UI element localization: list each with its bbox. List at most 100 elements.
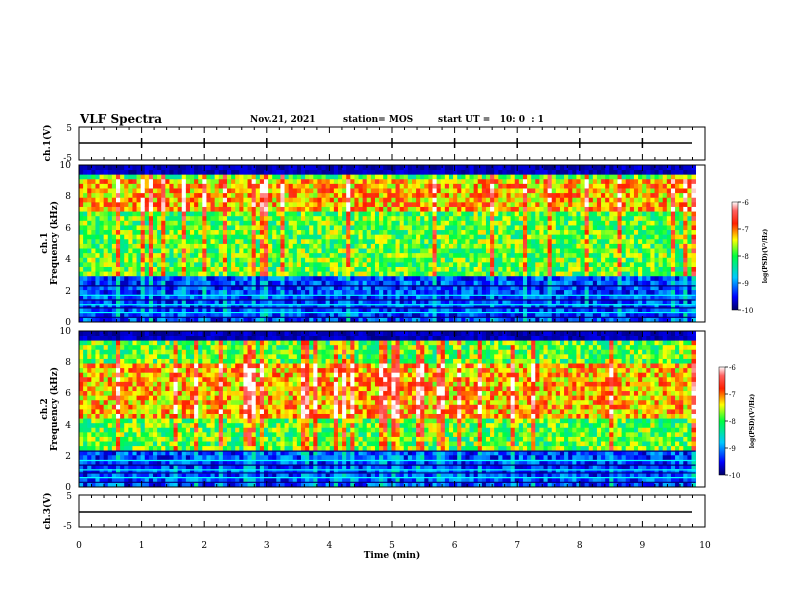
ch1-spectrogram-cell xyxy=(588,174,594,180)
ch1-spectrogram-cell xyxy=(374,192,380,198)
ch1-spectrogram-cell xyxy=(403,275,409,281)
ch1-spectrogram-cell xyxy=(177,215,183,221)
ch1-spectrogram-cell xyxy=(222,165,228,171)
ch1-spectrogram-cell xyxy=(658,280,664,286)
ch1-spectrogram-cell xyxy=(202,312,207,318)
ch1-spectrogram-cell xyxy=(564,257,569,263)
ch1-spectrogram-cell xyxy=(116,215,121,221)
ch1-spectrogram-cell xyxy=(559,271,565,277)
ch1-spectrogram-cell xyxy=(206,252,211,258)
ch1-spectrogram-cell xyxy=(161,248,166,254)
ch1-spectrogram-cell xyxy=(605,206,610,212)
ch1-spectrogram-cell xyxy=(596,238,602,244)
ch1-spectrogram-cell xyxy=(559,206,565,212)
ch1-spectrogram-cell xyxy=(325,211,331,217)
ch1-spectrogram-cell xyxy=(638,197,643,203)
ch1-spectrogram-cell xyxy=(374,165,380,171)
ch1-spectrogram-cell xyxy=(222,183,228,189)
ch1-spectrogram-cell xyxy=(161,234,166,240)
ch1-spectrogram-cell xyxy=(263,317,269,323)
ch1-spectrogram-cell xyxy=(564,248,569,254)
ch1-spectrogram-cell xyxy=(136,317,142,323)
ch1-spectrogram-cell xyxy=(596,312,602,318)
ch1-spectrogram-cell xyxy=(605,266,610,272)
ch1-spectrogram-cell xyxy=(510,257,516,263)
ch1-spectrogram-cell xyxy=(317,298,322,304)
ch1-spectrogram-cell xyxy=(157,257,162,263)
ch1-spectrogram-cell xyxy=(79,285,84,291)
ch1-spectrogram-cell xyxy=(633,234,639,240)
ch1-spectrogram-cell xyxy=(124,169,129,175)
ch1-spectrogram-cell xyxy=(87,215,92,221)
ch1-spectrogram-cell xyxy=(584,211,590,217)
ch1-spectrogram-cell xyxy=(485,234,491,240)
ch1-spectrogram-cell xyxy=(342,169,347,175)
ch1-spectrogram-cell xyxy=(346,271,351,277)
ch1-spectrogram-cell xyxy=(469,275,475,281)
ch1-spectrogram-cell xyxy=(305,248,310,254)
ch1-spectrogram-cell xyxy=(313,248,318,254)
ch1-spectrogram-cell xyxy=(169,298,174,304)
ch1-spectrogram-cell xyxy=(522,257,528,263)
ch1-spectrogram-cell xyxy=(502,248,507,254)
ch1-spectrogram-cell xyxy=(609,211,614,217)
ch1-spectrogram-cell xyxy=(416,234,421,240)
ch1-spectrogram-cell xyxy=(440,266,446,272)
ch1-spectrogram-cell xyxy=(420,206,425,212)
ch1-spectrogram-cell xyxy=(564,280,569,286)
ch1-spectrogram-cell xyxy=(243,252,248,258)
ch1-spectrogram-cell xyxy=(255,206,261,212)
ch1-spectrogram-cell xyxy=(547,308,553,314)
ch1-spectrogram-cell xyxy=(428,215,433,221)
ch1-spectrogram-cell xyxy=(494,271,499,277)
ch1-spectrogram-cell xyxy=(588,298,594,304)
ch1-spectrogram-cell xyxy=(107,238,113,244)
ch1-spectrogram-cell xyxy=(407,169,413,175)
ch1-spectrogram-cell xyxy=(165,234,170,240)
ch1-spectrogram-cell xyxy=(436,183,442,189)
ch1-spectrogram-cell xyxy=(506,289,512,295)
ch1-spectrogram-cell xyxy=(247,294,253,300)
ch1-spectrogram-cell xyxy=(120,215,125,221)
ch1-spectrogram-cell xyxy=(169,289,174,295)
ch1-spectrogram-cell xyxy=(428,243,433,249)
ch1-spectrogram-cell xyxy=(399,289,405,295)
ch1-spectrogram-cell xyxy=(609,312,614,318)
ch1-spectrogram-cell xyxy=(321,252,327,258)
ch1-spectrogram-cell xyxy=(387,252,392,258)
ch1-spectrogram-cell xyxy=(510,174,516,180)
ch1-spectrogram-cell xyxy=(564,266,569,272)
ch1-spectrogram-cell xyxy=(206,169,211,175)
ch1-spectrogram-cell xyxy=(222,211,228,217)
ch1-spectrogram-cell xyxy=(255,289,261,295)
ch1-spectrogram-cell xyxy=(436,201,442,207)
ch1-spectrogram-cell xyxy=(202,192,207,198)
ch1-spectrogram-cell xyxy=(531,243,536,249)
ch1-spectrogram-cell xyxy=(633,183,639,189)
ch1-spectrogram-cell xyxy=(214,169,220,175)
ch1-spectrogram-cell xyxy=(214,225,220,231)
ch1-spectrogram-cell xyxy=(189,252,195,258)
ch1-spectrogram-cell xyxy=(617,169,623,175)
ch1-spectrogram-cell xyxy=(621,317,627,323)
ch1-spectrogram-cell xyxy=(239,238,244,244)
ch1-spectrogram-cell xyxy=(366,197,372,203)
ch1-spectrogram-cell xyxy=(453,229,458,235)
ch1-spectrogram-cell xyxy=(181,174,187,180)
ch1-spectrogram-cell xyxy=(551,174,557,180)
ch1-spectrogram-cell xyxy=(194,201,199,207)
ch1-spectrogram-cell xyxy=(621,312,627,318)
ch1-spectrogram-cell xyxy=(239,298,244,304)
ch1-spectrogram-cell xyxy=(440,312,446,318)
ch1-spectrogram-cell xyxy=(596,257,602,263)
ch1-spectrogram-cell xyxy=(144,220,150,226)
ch1-spectrogram-cell xyxy=(547,317,553,323)
ch1-spectrogram-cell xyxy=(605,238,610,244)
ch1-spectrogram-cell xyxy=(358,238,364,244)
ch1-spectrogram-cell xyxy=(247,285,253,291)
ch1-spectrogram-cell xyxy=(518,275,524,281)
ch1-spectrogram-cell xyxy=(111,275,117,281)
ch1-spectrogram-cell xyxy=(601,271,606,277)
ch1-spectrogram-cell xyxy=(424,192,429,198)
ch1-spectrogram-cell xyxy=(502,261,507,267)
